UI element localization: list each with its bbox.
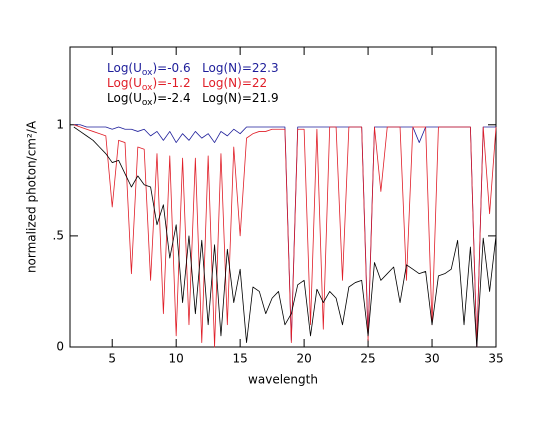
x-tick-label: 35 — [488, 352, 503, 366]
legend-entry: Log(Uox)=-1.2 Log(N)=22 — [107, 76, 267, 93]
spectrum-line — [73, 124, 497, 348]
x-tick-label: 15 — [233, 352, 248, 366]
legend-entry: Log(Uox)=-0.6 Log(N)=22.3 — [107, 61, 279, 78]
y-tick-label: 1 — [56, 117, 64, 131]
y-tick-label: .5 — [53, 228, 64, 242]
x-tick-label: 20 — [296, 352, 311, 366]
x-axis-label: wavelength — [248, 373, 318, 387]
x-tick-label: 30 — [424, 352, 439, 366]
y-axis-label: normalized photon/cm²/A — [25, 120, 39, 273]
x-tick-label: 5 — [108, 352, 116, 366]
x-tick-label: 25 — [360, 352, 375, 366]
spectrum-line — [73, 126, 497, 348]
y-tick-label: 0 — [56, 340, 64, 354]
legend-entry: Log(Uox)=-2.4 Log(N)=21.9 — [107, 91, 279, 108]
x-tick-label: 10 — [169, 352, 184, 366]
plot-frame — [69, 46, 497, 348]
